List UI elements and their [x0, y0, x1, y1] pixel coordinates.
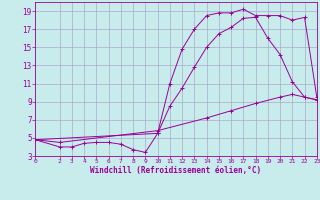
X-axis label: Windchill (Refroidissement éolien,°C): Windchill (Refroidissement éolien,°C) [91, 166, 261, 175]
